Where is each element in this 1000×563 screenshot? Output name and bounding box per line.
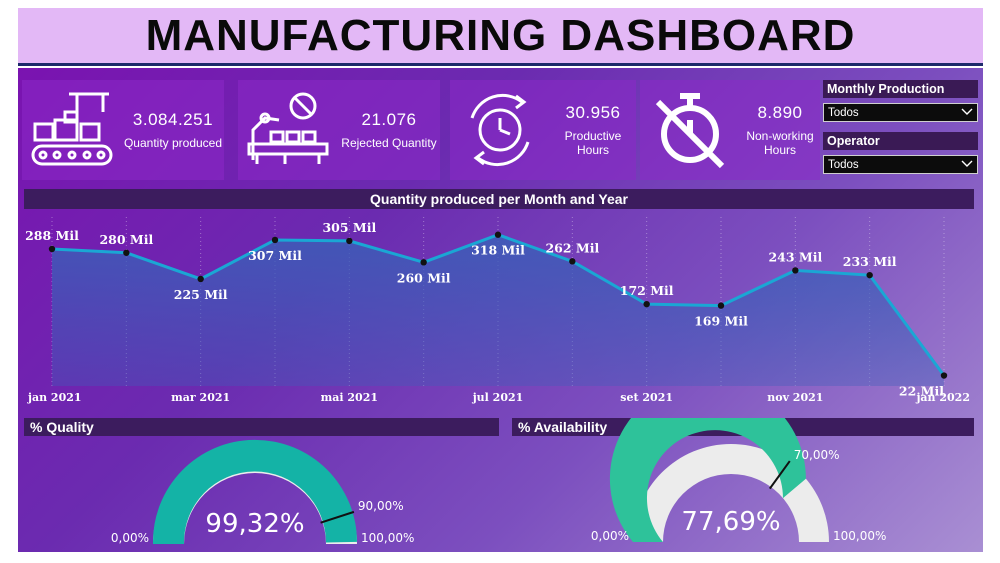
dropdown-value: Todos	[828, 158, 859, 171]
data-point[interactable]	[48, 245, 56, 253]
data-point[interactable]	[792, 267, 799, 274]
conveyor-icon	[22, 85, 122, 175]
gauge-fill	[609, 380, 806, 542]
availability-gauge: 70,00% 77,69% 0,00% 100,00%	[512, 380, 974, 548]
kpi-rejected-quantity: 21.076 Rejected Quantity	[238, 80, 440, 180]
gauge-target-label: 70,00%	[794, 448, 840, 462]
clock-cycle-icon	[450, 85, 550, 175]
x-tick-label: mar 2021	[171, 391, 230, 404]
data-label: 288 Mil	[25, 228, 79, 243]
data-point[interactable]	[866, 271, 873, 279]
monthly-production-dropdown[interactable]: Todos	[823, 103, 978, 122]
chevron-down-icon	[961, 107, 973, 119]
production-chart-svg: 288 Mil 280 Mil 225 Mil 307 Mil 305 Mil 260 M…	[25, 217, 970, 404]
data-point[interactable]	[123, 249, 130, 256]
gauge-target-label: 90,00%	[358, 499, 404, 513]
data-label: 307 Mil	[248, 248, 302, 263]
data-point[interactable]	[420, 259, 427, 266]
gauge-max-label: 100,00%	[361, 531, 414, 545]
kpi-value: 21.076	[361, 110, 417, 129]
quality-gauge: 90,00% 99,32% 0,00% 100,00%	[24, 418, 499, 548]
chevron-down-icon	[961, 159, 973, 171]
data-label: 169 Mil	[694, 314, 748, 329]
data-point[interactable]	[717, 302, 725, 309]
gauge-min-label: 0,00%	[111, 531, 149, 545]
dashboard-board: 3.084.251 Quantity produced 21.076 Rejec…	[18, 68, 983, 552]
dropdown-value: Todos	[828, 106, 859, 119]
kpi-value: 30.956	[565, 103, 621, 122]
gauge-target-marker	[320, 510, 355, 524]
data-point[interactable]	[494, 231, 502, 238]
data-label: 225 Mil	[174, 287, 228, 302]
operator-dropdown[interactable]: Todos	[823, 155, 978, 174]
data-label: 22 Mil	[899, 384, 944, 399]
kpi-value: 8.890	[757, 103, 803, 122]
kpi-value: 3.084.251	[132, 110, 214, 129]
gauge-value-label: 99,32%	[205, 509, 304, 539]
data-label: 280 Mil	[99, 232, 153, 247]
data-label: 318 Mil	[471, 243, 525, 258]
data-label: 233 Mil	[843, 254, 897, 269]
x-tick-label: set 2021	[620, 391, 673, 404]
data-point[interactable]	[346, 237, 353, 245]
production-chart: 288 Mil 280 Mil 225 Mil 307 Mil 305 Mil 260 M…	[24, 189, 974, 409]
data-label: 260 Mil	[397, 270, 451, 285]
kpi-label: Rejected Quantity	[341, 136, 437, 150]
gauge-max-label: 100,00%	[833, 529, 886, 543]
gauge-target-marker	[768, 460, 791, 490]
monthly-production-label: Monthly Production	[823, 80, 978, 98]
data-point[interactable]	[643, 300, 650, 308]
quality-title: % Quality	[24, 418, 499, 436]
kpi-productive-hours: 30.956 Productive Hours	[450, 80, 636, 180]
data-label: 243 Mil	[768, 249, 822, 264]
kpi-label: Non-working Hours	[746, 129, 814, 157]
operator-label: Operator	[823, 132, 978, 150]
data-label: 305 Mil	[322, 220, 376, 235]
data-point[interactable]	[197, 275, 204, 283]
filters-panel: Monthly Production Todos Operator Todos	[823, 80, 978, 184]
x-tick-label: jul 2021	[472, 391, 524, 404]
data-point[interactable]	[569, 258, 576, 265]
chart-title: Quantity produced per Month and Year	[24, 189, 974, 209]
x-tick-label: nov 2021	[767, 391, 823, 404]
kpi-non-working-hours: 8.890 Non-working Hours	[640, 80, 820, 180]
x-tick-label: mai 2021	[321, 391, 378, 404]
data-label: 172 Mil	[620, 283, 674, 298]
kpi-label: Productive Hours	[564, 129, 622, 157]
x-tick-label: jan 2021	[27, 391, 82, 404]
robot-arm-icon	[238, 85, 338, 175]
data-label: 262 Mil	[545, 240, 599, 255]
x-tick-label: jan 2022	[915, 391, 970, 404]
stopwatch-off-icon	[640, 85, 740, 175]
gauge-value-label: 77,69%	[681, 507, 780, 537]
gauge-fill	[152, 439, 357, 544]
data-point[interactable]	[271, 236, 279, 244]
gauge-min-label: 0,00%	[591, 529, 629, 543]
kpi-quantity-produced: 3.084.251 Quantity produced	[22, 80, 224, 180]
page-title: MANUFACTURING DASHBOARD	[145, 10, 856, 60]
kpi-label: Quantity produced	[123, 136, 223, 150]
series-area	[52, 234, 944, 386]
data-point[interactable]	[940, 372, 948, 379]
title-bar: MANUFACTURING DASHBOARD	[18, 8, 983, 66]
